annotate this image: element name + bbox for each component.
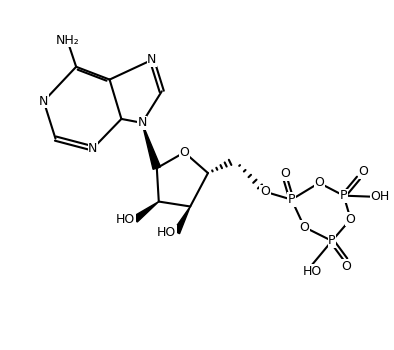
Text: O: O	[281, 167, 291, 180]
Text: O: O	[341, 260, 351, 273]
Polygon shape	[133, 202, 159, 222]
Text: O: O	[299, 220, 309, 234]
Text: N: N	[138, 116, 147, 130]
Text: P: P	[328, 234, 336, 247]
Text: N: N	[147, 54, 156, 66]
Polygon shape	[142, 123, 161, 169]
Polygon shape	[173, 206, 190, 234]
Text: O: O	[359, 165, 368, 178]
Text: O: O	[260, 185, 270, 198]
Text: N: N	[39, 95, 48, 108]
Text: O: O	[346, 213, 355, 226]
Text: HO: HO	[116, 213, 135, 226]
Text: O: O	[314, 176, 324, 189]
Text: NH₂: NH₂	[56, 34, 79, 47]
Text: P: P	[288, 193, 296, 206]
Text: N: N	[88, 142, 98, 155]
Text: OH: OH	[370, 190, 390, 203]
Text: O: O	[179, 146, 189, 159]
Text: P: P	[340, 189, 348, 202]
Text: HO: HO	[303, 265, 322, 278]
Text: HO: HO	[157, 225, 177, 239]
